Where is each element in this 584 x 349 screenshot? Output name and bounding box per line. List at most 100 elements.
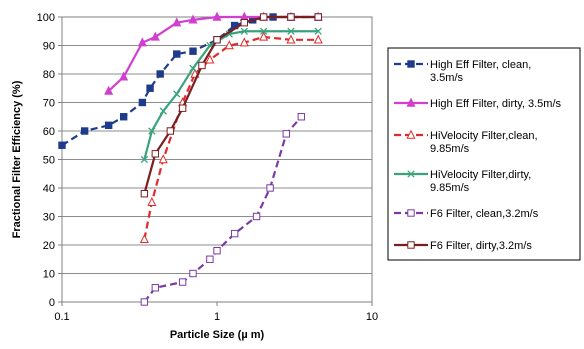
y-axis-ticks: 0 10 20 30 40 50 60 70 80 90 100 (37, 12, 62, 309)
data-point (159, 107, 167, 115)
y-tick-label: 0 (49, 297, 55, 309)
data-point (139, 233, 149, 243)
legend-label: 3.5m/s (430, 72, 464, 84)
x-axis-ticks: 0.1 1 10 (54, 302, 378, 323)
data-point (58, 141, 66, 149)
legend-label: High Eff Filter, dirty, 3.5m/s (430, 98, 562, 110)
data-point (178, 104, 187, 112)
data-point (151, 284, 160, 292)
data-point (406, 129, 416, 139)
data-point (104, 121, 113, 129)
data-point (287, 27, 295, 35)
data-point (252, 212, 261, 221)
data-point (104, 85, 114, 95)
data-point (146, 84, 154, 92)
data-point (240, 27, 248, 35)
y-tick-label: 10 (43, 269, 55, 281)
legend-item: HiVelocity Filter,clean,9.85m/s (394, 129, 538, 155)
legend-item: F6 Filter, clean,3.2m/s (394, 208, 539, 220)
data-point (178, 278, 187, 286)
series-3 (139, 31, 323, 243)
data-point (239, 37, 249, 47)
series-line (143, 35, 319, 240)
y-tick-label: 80 (43, 69, 55, 81)
data-point (230, 229, 239, 238)
data-point (188, 14, 198, 24)
x-tick-label: 0.1 (54, 311, 69, 323)
data-point (260, 27, 268, 35)
data-point (406, 97, 416, 107)
data-point (206, 255, 214, 263)
y-tick-label: 90 (43, 41, 55, 53)
y-tick-label: 60 (43, 126, 55, 138)
legend-item: F6 Filter, dirty,3.2m/s (394, 240, 532, 252)
data-point (172, 17, 182, 27)
series-4 (140, 27, 322, 164)
data-point (138, 98, 147, 107)
legend-label: HiVelocity Filter,clean, (430, 130, 538, 142)
data-point (407, 170, 415, 178)
legend-label: F6 Filter, clean,3.2m/s (430, 208, 539, 220)
data-point (119, 113, 128, 121)
data-point (259, 13, 268, 21)
data-point (282, 130, 291, 138)
data-point (259, 31, 269, 41)
legend-label: HiVelocity Filter,dirty, (430, 169, 531, 181)
data-point (140, 298, 149, 306)
data-point (407, 209, 415, 217)
data-point (137, 37, 147, 47)
legend-item: HiVelocity Filter,dirty,9.85m/s (394, 169, 531, 194)
data-point (158, 154, 168, 164)
data-point (224, 40, 234, 50)
y-axis-title: Fractional Filter Efficiency (%) (11, 80, 23, 238)
legend-label: F6 Filter, dirty,3.2m/s (430, 240, 532, 252)
series-line (61, 15, 319, 147)
x-tick-label: 1 (214, 311, 220, 323)
data-point (205, 54, 215, 64)
data-point (189, 47, 197, 55)
y-tick-label: 40 (43, 183, 55, 195)
data-point (140, 155, 149, 164)
data-point (173, 50, 181, 58)
y-tick-label: 30 (43, 212, 55, 224)
data-point (287, 13, 295, 21)
data-point (150, 31, 160, 41)
series-5 (140, 113, 306, 306)
data-point (314, 13, 322, 21)
data-point (156, 70, 164, 78)
legend: High Eff Filter, clean,3.5m/s High Eff Fi… (387, 47, 581, 261)
data-point (407, 241, 415, 249)
data-point (407, 60, 415, 68)
y-tick-label: 70 (43, 98, 55, 110)
x-tick-label: 10 (366, 311, 378, 323)
data-point (297, 113, 306, 121)
data-point (266, 184, 274, 192)
data-point (212, 11, 222, 21)
y-tick-label: 100 (37, 12, 55, 24)
legend-label: 9.85m/s (430, 143, 470, 155)
data-point (189, 269, 197, 278)
series-line (143, 116, 303, 303)
series-2 (104, 11, 323, 95)
legend-item: High Eff Filter, dirty, 3.5m/s (394, 97, 562, 110)
series-1 (58, 13, 322, 149)
legend-box (387, 47, 581, 261)
legend-label: High Eff Filter, clean, (430, 59, 531, 71)
legend-label: 9.85m/s (430, 182, 470, 194)
data-point (189, 64, 197, 72)
data-point (313, 34, 323, 44)
data-point (151, 150, 160, 158)
data-point (147, 196, 157, 206)
data-point (240, 19, 248, 27)
data-point (140, 190, 149, 198)
y-tick-label: 20 (43, 240, 55, 252)
data-point (314, 27, 322, 35)
data-point (80, 127, 89, 135)
y-tick-label: 50 (43, 155, 55, 167)
series-group (58, 11, 323, 306)
series-line (143, 15, 319, 194)
data-point (166, 127, 175, 135)
series-6 (140, 13, 322, 198)
data-point (213, 247, 221, 255)
